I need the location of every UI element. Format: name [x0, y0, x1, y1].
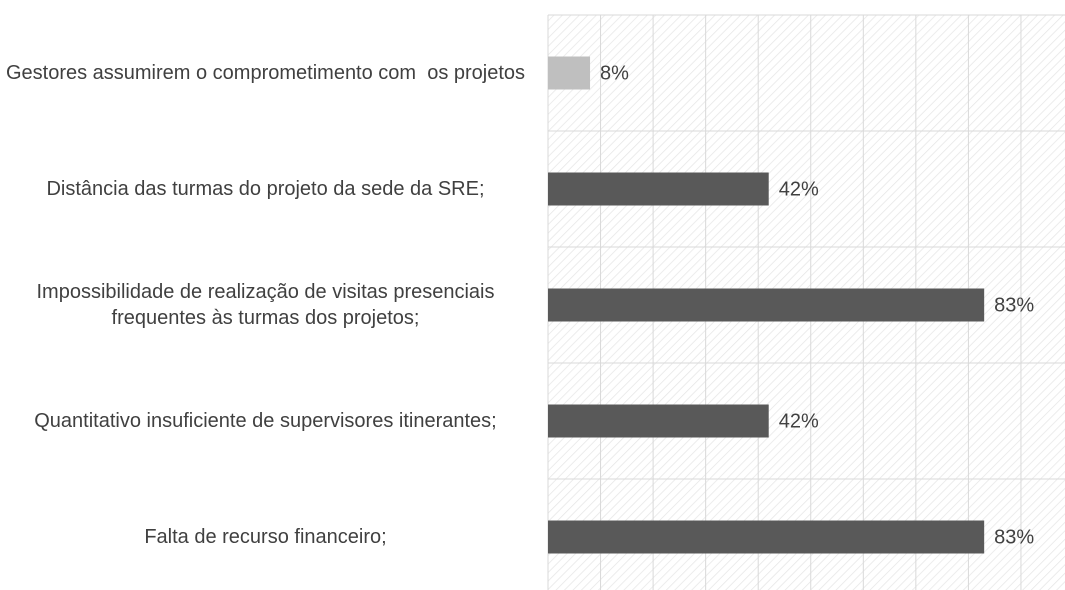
category-label: Quantitativo insuficiente de supervisore… — [34, 410, 497, 432]
value-label: 42% — [779, 410, 819, 432]
category-label: Gestores assumirem o comprometimento com… — [5, 62, 526, 84]
category-label: Distância das turmas do projeto da sede … — [46, 178, 485, 200]
bar — [548, 520, 985, 554]
category-label: Falta de recurso financeiro; — [144, 526, 387, 548]
value-label: 83% — [994, 526, 1034, 548]
category-label: Impossibilidade de realização de visitas… — [36, 281, 501, 329]
bar — [548, 288, 985, 322]
value-label: 83% — [994, 294, 1034, 316]
value-label: 8% — [600, 62, 629, 84]
bar — [548, 404, 769, 438]
value-label: 42% — [779, 178, 819, 200]
bar — [548, 56, 591, 90]
bar — [548, 172, 769, 206]
